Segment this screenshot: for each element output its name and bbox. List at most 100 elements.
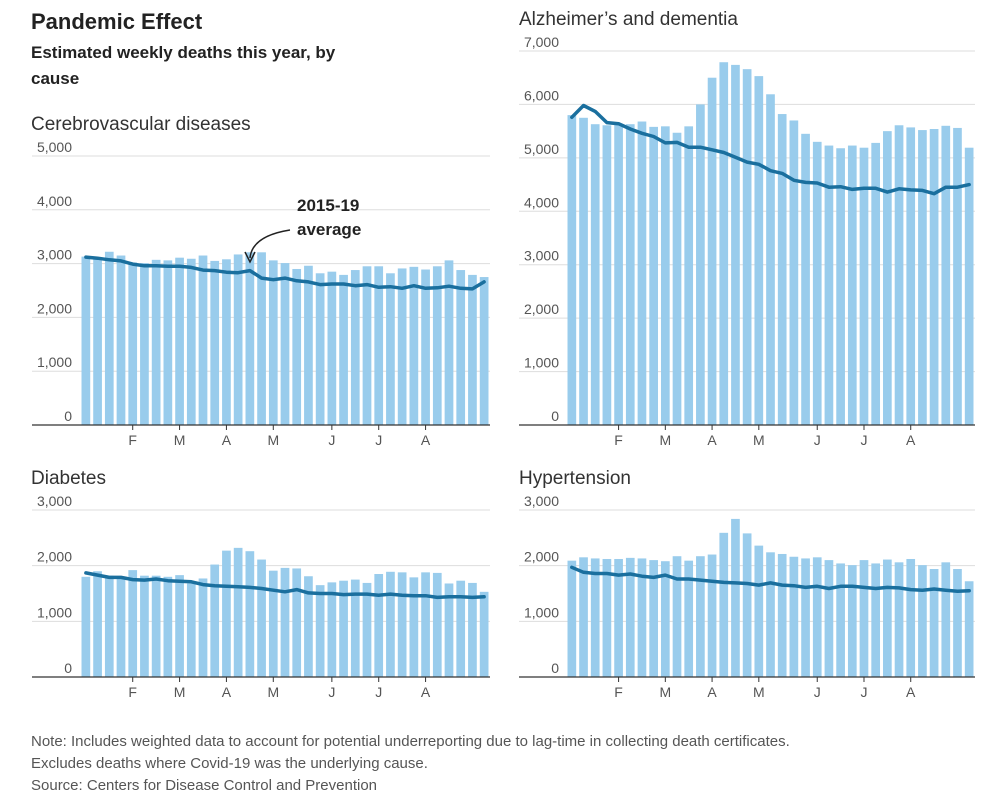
page-subtitle: Estimated weekly deaths this year, by ca… [31,43,336,88]
bar [590,124,600,425]
y-tick-label: 2,000 [37,549,72,565]
bar [432,266,442,425]
bar [766,94,775,425]
bar [245,551,255,677]
bar [280,263,290,425]
bar [801,558,810,677]
bar [625,557,635,677]
bar [602,558,612,677]
y-tick-label: 4,000 [37,193,72,209]
bar [684,126,694,425]
bar [151,575,161,677]
chart-title-diabetes: Diabetes [31,468,106,489]
x-tick-label: M [267,432,279,448]
x-tick-label: J [328,684,335,700]
bar [257,252,266,425]
bar [280,567,290,677]
bar [941,125,951,426]
y-tick-label: 1,000 [524,604,559,620]
bar [233,547,243,677]
bar [883,559,892,677]
bar [268,260,278,425]
bar [432,572,442,677]
bar [186,583,196,677]
y-tick-label: 0 [551,408,559,424]
y-tick-label: 0 [64,408,72,424]
bar [894,125,904,425]
y-tick-label: 7,000 [524,34,559,50]
y-tick-label: 3,000 [37,493,72,509]
y-tick-label: 3,000 [524,248,559,264]
bar [754,545,764,677]
bar [812,557,822,677]
y-tick-label: 0 [64,660,72,676]
y-tick-label: 5,000 [37,139,72,155]
bar [590,558,600,677]
bar [964,581,974,677]
x-tick-label: M [659,684,671,700]
bar [362,582,372,677]
bar [268,570,278,677]
average-line [570,103,971,196]
bar [421,269,430,425]
bar [339,274,348,425]
bar [444,583,454,677]
bar [128,262,138,425]
bar [456,270,466,425]
bar [444,260,454,425]
bar [198,578,208,677]
bar [175,575,184,677]
bar [567,560,577,677]
bar [421,572,430,677]
x-tick-label: J [860,432,867,448]
x-tick-label: M [267,684,279,700]
bar [918,130,927,425]
x-tick-label: J [814,432,821,448]
y-tick-label: 1,000 [37,604,72,620]
bar [397,268,407,425]
chart-title-cerebrovascular: Cerebrovascular diseases [31,114,251,135]
bar [777,114,787,425]
y-tick-label: 3,000 [524,493,559,509]
bar [186,258,196,425]
x-tick-label: A [906,432,916,448]
bar [719,532,729,677]
bar [327,271,337,425]
bar [789,556,799,677]
bar [292,568,302,677]
bar [93,258,102,425]
bar [707,554,717,677]
bar [731,64,740,426]
bar [350,579,360,677]
x-tick-label: F [614,432,623,448]
bar [257,559,266,677]
x-tick-label: A [222,684,232,700]
bar [304,265,313,425]
bar [374,574,384,677]
y-tick-label: 0 [551,660,559,676]
bar [660,126,670,425]
y-tick-label: 2,000 [524,549,559,565]
x-tick-label: A [421,432,431,448]
bar [696,104,705,425]
annotation-arrow [249,229,291,259]
bar [766,552,775,677]
bar [871,563,881,677]
y-tick-label: 3,000 [37,247,72,263]
bar [789,120,799,425]
bar [836,148,845,426]
x-tick-label: J [814,684,821,700]
bar [374,266,384,425]
bar [140,575,149,677]
bar [104,575,114,677]
bar [824,145,834,425]
x-tick-label: A [222,432,232,448]
bar [883,131,892,425]
bar [602,125,612,425]
bar [906,558,916,677]
bar [479,277,489,425]
x-tick-label: F [614,684,623,700]
